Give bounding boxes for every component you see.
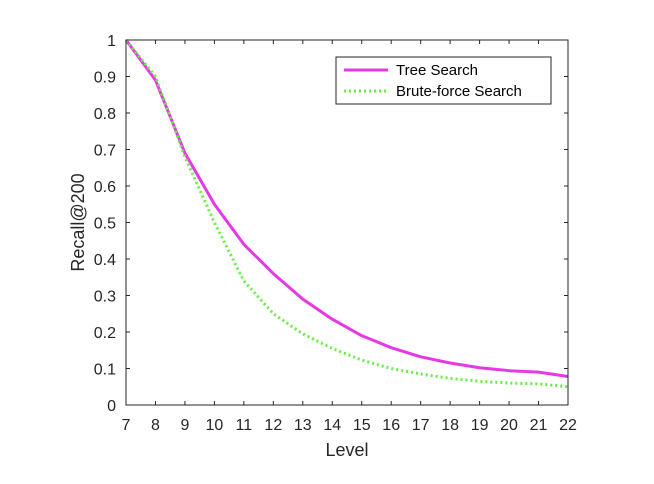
y-tick-label: 0.3 (94, 289, 116, 306)
legend-box (335, 56, 552, 105)
x-tick-label: 11 (236, 417, 253, 434)
legend: Tree Search Brute-force Search (335, 56, 552, 105)
series-line-tree-search (124, 39, 569, 379)
y-tick-label: 0.2 (94, 325, 116, 342)
tick-layer: 7 8 9 10 11 12 13 14 15 16 17 18 19 20 21 22 0 0.1 0.2 0.3 0… (94, 33, 577, 434)
y-tick-label: 1 (107, 33, 116, 50)
x-tick-label: 14 (323, 417, 341, 434)
y-tick-label: 0.1 (94, 362, 116, 379)
y-tick-label: 0.7 (94, 143, 116, 160)
x-tick-label: 18 (441, 417, 459, 434)
x-tick-label: 19 (471, 417, 489, 434)
x-tick-label: 15 (353, 417, 371, 434)
series-layer (124, 39, 569, 389)
y-tick-label: 0.5 (94, 216, 116, 233)
legend-label-brute-force-search: Brute-force Search (396, 83, 522, 100)
legend-label-tree-search: Tree Search (396, 62, 478, 79)
x-tick-label: 9 (180, 417, 189, 434)
x-tick-label: 21 (530, 417, 548, 434)
x-tick-label: 16 (382, 417, 400, 434)
x-tick-label: 17 (412, 417, 430, 434)
y-tick-label: 0.4 (94, 252, 116, 269)
x-tick-label: 7 (122, 417, 131, 434)
y-tick-label: 0.9 (94, 70, 116, 87)
x-tick-label: 8 (151, 417, 160, 434)
y-tick-label: 0 (107, 398, 116, 415)
x-tick-label: 20 (500, 417, 518, 434)
y-tick-label: 0.8 (94, 106, 116, 123)
x-tick-label: 12 (264, 417, 282, 434)
x-tick-label: 10 (206, 417, 224, 434)
x-tick-label: 13 (294, 417, 312, 434)
y-tick-label: 0.6 (94, 179, 116, 196)
y-axis-label: Recall@200 (68, 173, 88, 271)
x-axis-label: Level (325, 440, 368, 460)
x-tick-label: 22 (559, 417, 577, 434)
